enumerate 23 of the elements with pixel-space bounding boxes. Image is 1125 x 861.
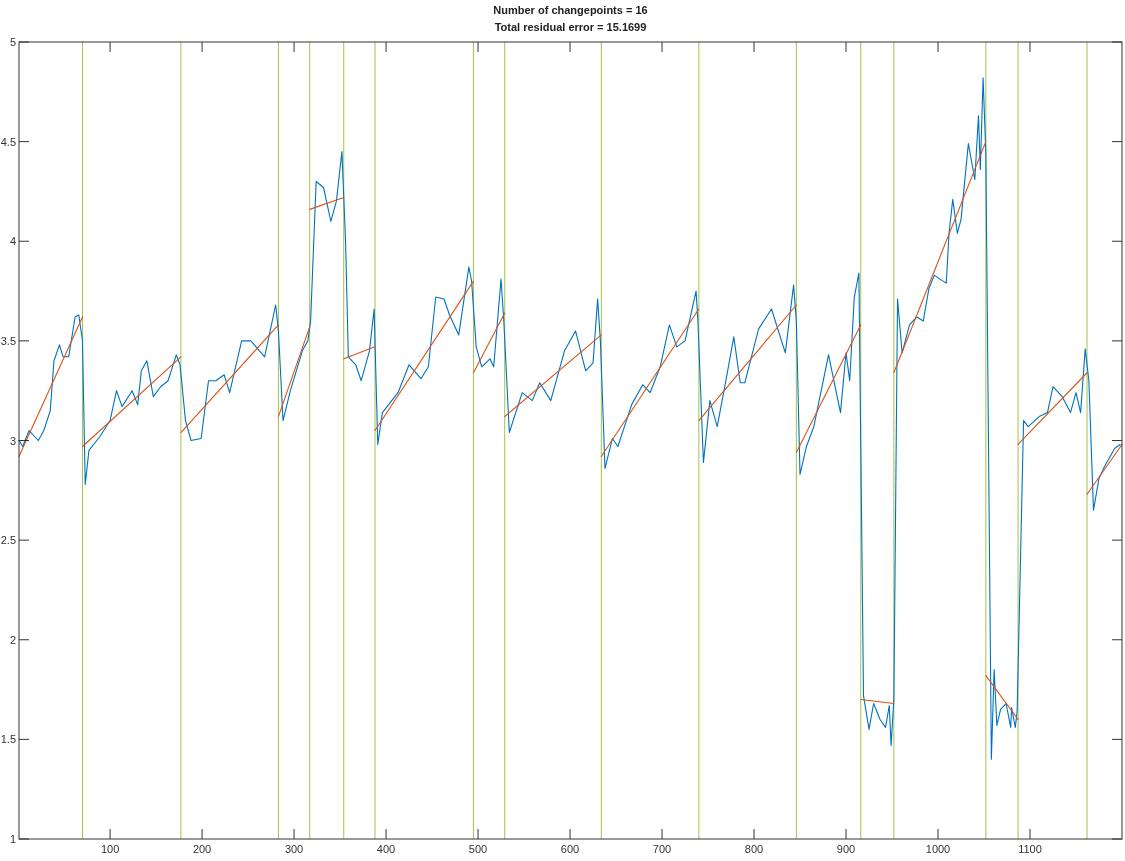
x-tick-label: 700 xyxy=(652,843,672,855)
y-tick-label: 1 xyxy=(9,833,16,845)
y-tick-label: 2 xyxy=(9,633,16,646)
x-tick-label: 1100 xyxy=(1018,843,1042,855)
y-tick-label: 5 xyxy=(9,36,16,48)
x-tick-label: 300 xyxy=(284,843,304,855)
line-series xyxy=(18,77,1121,760)
y-tick-label: 1.5 xyxy=(0,733,16,746)
y-tick-label: 4.5 xyxy=(0,135,16,148)
x-tick-label: 600 xyxy=(560,843,580,855)
chart-subtitle: Total residual error = 15.1699 xyxy=(494,21,647,33)
x-tick-label: 900 xyxy=(836,843,856,855)
x-tick-label: 500 xyxy=(468,843,488,855)
x-tick-label: 1000 xyxy=(925,843,951,855)
y-tick-label: 4 xyxy=(9,235,16,248)
x-tick-label: 100 xyxy=(100,843,120,855)
y-tick-label: 3.5 xyxy=(0,334,16,347)
chart-title: Number of changepoints = 16 xyxy=(493,4,648,16)
y-tick-label: 3 xyxy=(9,434,16,447)
x-tick-label: 400 xyxy=(376,843,396,855)
x-tick-label: 200 xyxy=(192,843,212,855)
y-tick-label: 2.5 xyxy=(0,534,16,547)
x-tick-label: 800 xyxy=(744,843,764,855)
